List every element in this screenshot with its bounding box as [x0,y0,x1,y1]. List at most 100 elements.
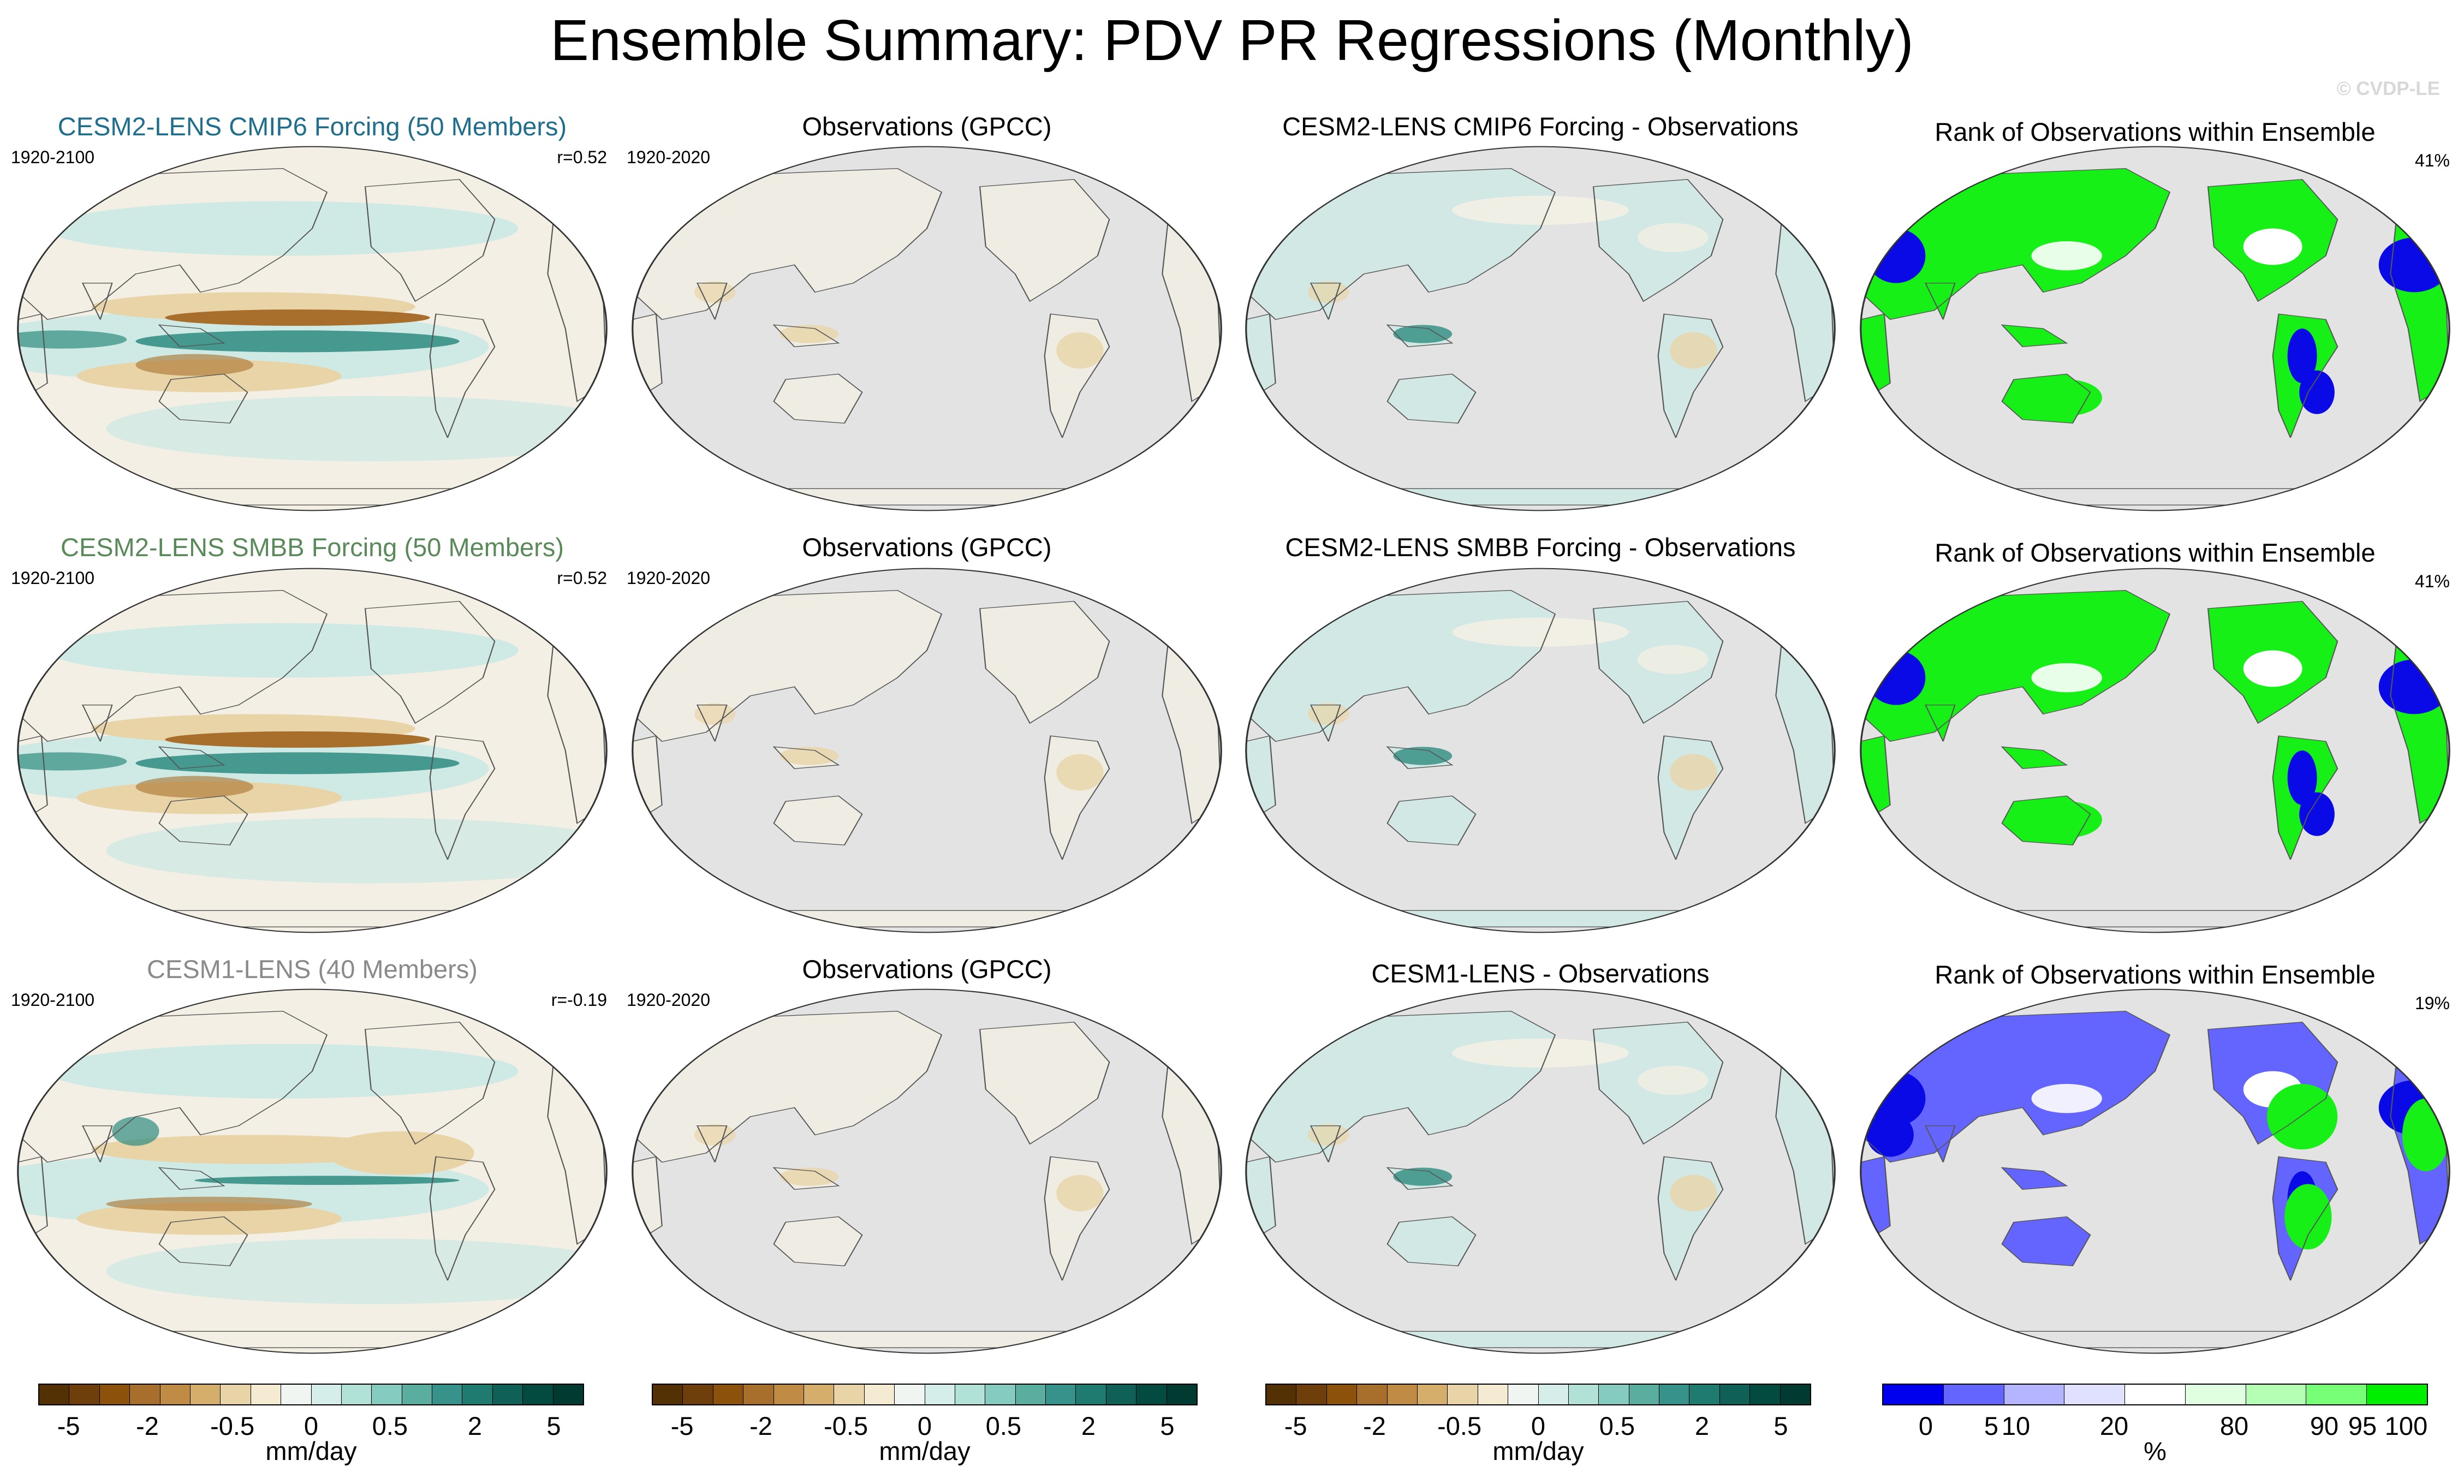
obs-title-row1: Observations (GPCC) [802,112,1052,141]
colorbar-swatch [2064,1385,2126,1404]
colorbar-swatch [160,1385,191,1404]
pr-colorbar-1 [38,1384,584,1405]
colorbar-swatch [653,1385,683,1404]
colorbar-swatch [773,1385,804,1404]
colorbar-swatch [683,1385,713,1404]
colorbar-swatch [99,1385,130,1404]
colorbar-swatch [372,1385,402,1404]
watermark: © CVDP-LE [2336,78,2440,99]
model-title-row3: CESM1-LENS (40 Members) [147,955,478,984]
colorbar-swatch [1417,1385,1448,1404]
colorbar-swatch [1689,1385,1720,1404]
obs-map-row3 [632,988,1222,1354]
model-title-row1: CESM2-LENS CMIP6 Forcing (50 Members) [57,112,567,141]
colorbar-swatch [2004,1385,2065,1404]
colorbar-swatch [925,1385,955,1404]
pr-colorbar-tick-label: 0 [303,1411,319,1440]
rank-colorbar-tick-label: 20 [2099,1411,2129,1440]
obs-title-row2: Observations (GPCC) [802,533,1052,562]
colorbar-swatch [1136,1385,1167,1404]
model-map-row2 [17,568,608,933]
rank-map-row2 [1860,568,2450,933]
colorbar-swatch [1448,1385,1478,1404]
colorbar-swatch [2185,1385,2246,1404]
pr-colorbar-tick-label: 2 [467,1411,483,1440]
diff-title-row2: CESM2-LENS SMBB Forcing - Observations [1285,533,1796,562]
rank-percent-row3: 19% [2414,993,2450,1013]
pr-colorbar-tick-label: 5 [1773,1411,1788,1440]
colorbar-swatch [895,1385,925,1404]
pr-colorbar-tick-label: -0.5 [824,1411,868,1440]
colorbar-swatch [462,1385,493,1404]
rank-colorbar-tick-label: 5 [1984,1411,1999,1440]
colorbar-swatch [1780,1385,1811,1404]
rank-title-row3: Rank of Observations within Ensemble [1935,960,2376,989]
colorbar-swatch [1166,1385,1197,1404]
colorbar-swatch [713,1385,744,1404]
colorbar-swatch [1106,1385,1137,1404]
rank-map-row3 [1860,988,2450,1354]
rank-percent-row2: 41% [2414,571,2450,591]
rank-colorbar-unit: % [2144,1437,2167,1465]
colorbar-swatch [1046,1385,1076,1404]
rank-title-row1: Rank of Observations within Ensemble [1935,117,2376,146]
colorbar-swatch [1883,1385,1944,1404]
rank-colorbar-tick-label: 100 [2384,1411,2428,1440]
rank-colorbar [1882,1384,2428,1405]
pr-colorbar-tick-label: -2 [749,1411,772,1440]
pr-colorbar-tick-label: 0.5 [372,1411,408,1440]
diff-map-row2 [1245,568,1836,933]
diff-map-row3 [1245,988,1836,1354]
rank-colorbar-tick-label: 95 [2348,1411,2377,1440]
colorbar-swatch [743,1385,774,1404]
colorbar-swatch [1357,1385,1388,1404]
rank-percent-row1: 41% [2414,151,2450,170]
model-years-row2: 1920-2100 [11,568,95,588]
colorbar-swatch [39,1385,70,1404]
pr-colorbar-2 [652,1384,1198,1405]
model-title-row2: CESM2-LENS SMBB Forcing (50 Members) [61,533,564,562]
colorbar-swatch [2306,1385,2367,1404]
obs-map-row2 [632,568,1222,933]
obs-years-row1: 1920-2020 [627,147,711,167]
rank-title-row2: Rank of Observations within Ensemble [1935,538,2376,567]
colorbar-swatch [864,1385,895,1404]
colorbar-swatch [1015,1385,1046,1404]
pr-colorbar-tick-label: -2 [1363,1411,1386,1440]
colorbar-swatch [1508,1385,1539,1404]
colorbar-swatch [492,1385,523,1404]
colorbar-swatch [281,1385,312,1404]
rank-colorbar-tick-label: 90 [2310,1411,2339,1440]
colorbar-swatch [251,1385,282,1404]
pr-colorbar-tick-label: 2 [1081,1411,1096,1440]
colorbar-swatch [1478,1385,1509,1404]
obs-years-row2: 1920-2020 [627,568,711,588]
diff-map-row1 [1245,146,1836,511]
pattern-correlation-row3: r=-0.19 [551,990,607,1010]
obs-years-row3: 1920-2020 [627,990,711,1010]
rank-map-row1 [1860,146,2450,511]
colorbar-swatch [1629,1385,1660,1404]
pattern-correlation-row1: r=0.52 [557,147,607,167]
colorbar-swatch [1943,1385,2004,1404]
pr-colorbar-tick-label: 5 [546,1411,561,1440]
pr-colorbar-unit: mm/day [879,1437,971,1465]
pr-colorbar-tick-label: -0.5 [1437,1411,1482,1440]
colorbar-swatch [834,1385,865,1404]
diff-title-row1: CESM2-LENS CMIP6 Forcing - Observations [1282,112,1799,141]
colorbar-swatch [804,1385,835,1404]
figure-title: Ensemble Summary: PDV PR Regressions (Mo… [550,8,1914,73]
model-years-row1: 1920-2100 [11,147,95,167]
pr-colorbar-tick-label: 0.5 [1599,1411,1635,1440]
colorbar-swatch [69,1385,100,1404]
pattern-correlation-row2: r=0.52 [557,568,607,588]
colorbar-swatch [955,1385,986,1404]
colorbar-swatch [221,1385,251,1404]
colorbar-swatch [130,1385,160,1404]
pr-colorbar-tick-label: -0.5 [210,1411,255,1440]
rank-colorbar-tick-label: 10 [2001,1411,2031,1440]
pr-colorbar-tick-label: 2 [1694,1411,1710,1440]
rank-colorbar-tick-label: 0 [1918,1411,1933,1440]
colorbar-swatch [1568,1385,1599,1404]
pr-colorbar-tick-label: -5 [1284,1411,1307,1440]
